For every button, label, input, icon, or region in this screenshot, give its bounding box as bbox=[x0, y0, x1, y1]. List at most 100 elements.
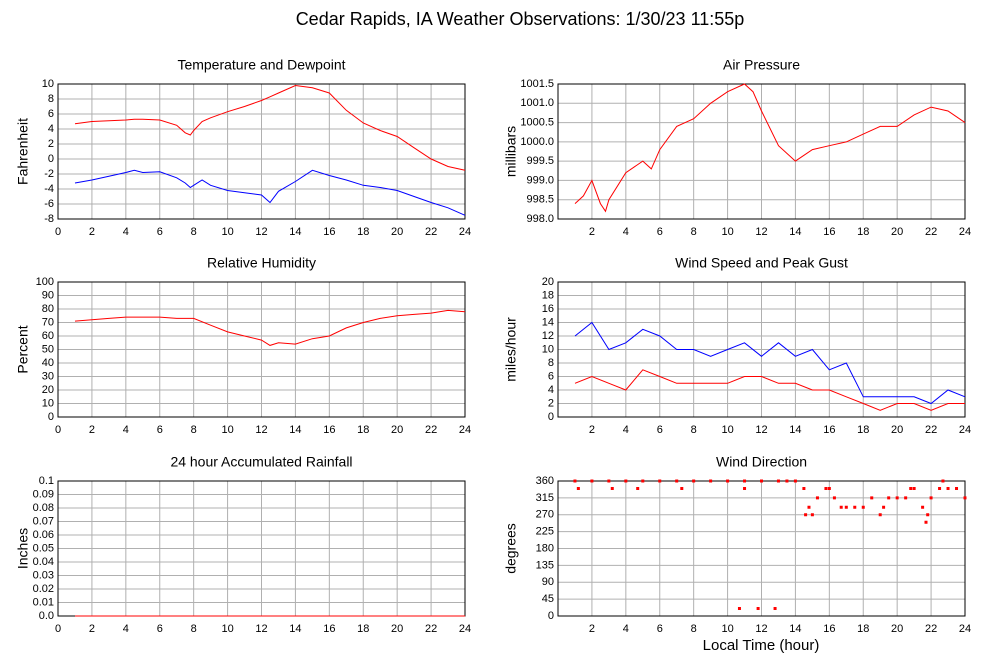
data-point bbox=[924, 520, 928, 524]
data-point bbox=[938, 487, 942, 490]
x-tick-label: 6 bbox=[157, 424, 163, 436]
x-tick-label: 16 bbox=[323, 424, 335, 436]
x-tick-label: 22 bbox=[425, 424, 437, 436]
data-point bbox=[776, 479, 780, 483]
x-tick-label: 2 bbox=[589, 226, 595, 238]
x-tick-label: 16 bbox=[323, 226, 335, 238]
y-axis-label: Fahrenheit bbox=[15, 118, 31, 185]
data-point bbox=[926, 513, 930, 517]
y-tick-label: 60 bbox=[42, 330, 54, 342]
data-point bbox=[573, 479, 577, 483]
y-axis-label: millibars bbox=[503, 126, 519, 177]
y-tick-label: 0.08 bbox=[33, 502, 54, 514]
data-point bbox=[726, 479, 730, 483]
data-point bbox=[963, 496, 967, 500]
x-tick-label: 14 bbox=[789, 623, 801, 635]
x-tick-label: 10 bbox=[221, 623, 233, 635]
data-line bbox=[574, 321, 966, 405]
y-tick-label: 90 bbox=[42, 289, 54, 301]
x-tick-label: 2 bbox=[89, 424, 95, 436]
page-title: Cedar Rapids, IA Weather Observations: 1… bbox=[296, 9, 745, 29]
x-tick-label: 20 bbox=[891, 623, 903, 635]
x-tick-label: 10 bbox=[221, 226, 233, 238]
data-point bbox=[912, 487, 916, 490]
data-point bbox=[895, 496, 899, 500]
data-point bbox=[675, 479, 679, 483]
data-point bbox=[785, 479, 789, 483]
y-tick-label: 0.02 bbox=[33, 583, 54, 595]
x-tick-label: 18 bbox=[357, 424, 369, 436]
y-tick-label: 4 bbox=[48, 123, 54, 135]
x-tick-label: 18 bbox=[857, 623, 869, 635]
x-tick-label: 8 bbox=[191, 226, 197, 238]
x-tick-label: 4 bbox=[623, 226, 629, 238]
chart-title: Air Pressure bbox=[723, 57, 800, 73]
x-tick-label: 12 bbox=[255, 226, 267, 238]
data-line bbox=[74, 84, 466, 171]
y-tick-label: 6 bbox=[548, 370, 554, 382]
y-tick-label: 10 bbox=[42, 78, 54, 90]
x-tick-label: 0 bbox=[55, 424, 61, 436]
x-tick-label: 6 bbox=[157, 226, 163, 238]
x-tick-label: 16 bbox=[323, 623, 335, 635]
x-tick-label: 16 bbox=[823, 226, 835, 238]
data-point bbox=[743, 487, 747, 490]
y-tick-label: 0.03 bbox=[33, 569, 54, 581]
data-point bbox=[839, 505, 843, 509]
y-tick-label: 0 bbox=[48, 153, 54, 165]
x-tick-label: 6 bbox=[657, 424, 663, 436]
chart-title: Wind Speed and Peak Gust bbox=[675, 255, 848, 271]
x-tick-label: 20 bbox=[391, 424, 403, 436]
data-point bbox=[946, 487, 950, 490]
x-tick-label: 6 bbox=[657, 623, 663, 635]
y-tick-label: 0.05 bbox=[33, 542, 54, 554]
x-tick-label: 14 bbox=[789, 226, 801, 238]
x-tick-label: 10 bbox=[721, 623, 733, 635]
data-point bbox=[743, 479, 747, 483]
y-tick-label: 0.07 bbox=[33, 515, 54, 527]
y-tick-label: 10 bbox=[542, 343, 554, 355]
y-tick-label: 180 bbox=[536, 542, 554, 554]
x-tick-label: 4 bbox=[623, 424, 629, 436]
data-point bbox=[870, 496, 874, 500]
x-tick-label: 14 bbox=[289, 424, 301, 436]
y-tick-label: 360 bbox=[536, 475, 554, 487]
y-tick-label: -4 bbox=[44, 183, 54, 195]
x-tick-label: 2 bbox=[89, 623, 95, 635]
x-tick-label: 6 bbox=[157, 623, 163, 635]
data-point bbox=[802, 487, 806, 490]
data-point bbox=[641, 479, 645, 483]
data-point bbox=[636, 487, 640, 490]
data-point bbox=[832, 496, 836, 500]
y-tick-label: 6 bbox=[48, 108, 54, 120]
y-tick-label: 0 bbox=[548, 610, 554, 622]
data-point bbox=[607, 479, 611, 483]
data-point bbox=[773, 607, 777, 610]
y-axis-label: Inches bbox=[15, 528, 31, 569]
y-tick-label: 18 bbox=[542, 289, 554, 301]
y-tick-label: 16 bbox=[542, 303, 554, 315]
x-tick-label: 4 bbox=[123, 623, 129, 635]
x-tick-label: 18 bbox=[857, 226, 869, 238]
y-tick-label: 225 bbox=[536, 526, 554, 538]
data-point bbox=[624, 479, 628, 483]
x-tick-label: 2 bbox=[89, 226, 95, 238]
y-tick-label: -6 bbox=[44, 198, 54, 210]
y-tick-label: -8 bbox=[44, 213, 54, 225]
y-tick-label: 50 bbox=[42, 343, 54, 355]
data-line bbox=[74, 169, 466, 216]
y-tick-label: 270 bbox=[536, 509, 554, 521]
y-tick-label: 0 bbox=[48, 411, 54, 423]
y-tick-label: 90 bbox=[542, 576, 554, 588]
x-tick-label: 16 bbox=[823, 424, 835, 436]
x-tick-label: 8 bbox=[691, 623, 697, 635]
y-tick-label: 10 bbox=[42, 397, 54, 409]
x-tick-label: 8 bbox=[691, 424, 697, 436]
x-tick-label: 14 bbox=[289, 623, 301, 635]
y-tick-label: 4 bbox=[548, 384, 554, 396]
plot-frame bbox=[557, 281, 966, 418]
y-tick-label: 998.0 bbox=[526, 213, 554, 225]
y-tick-label: -2 bbox=[44, 168, 54, 180]
x-tick-label: 24 bbox=[959, 623, 971, 635]
